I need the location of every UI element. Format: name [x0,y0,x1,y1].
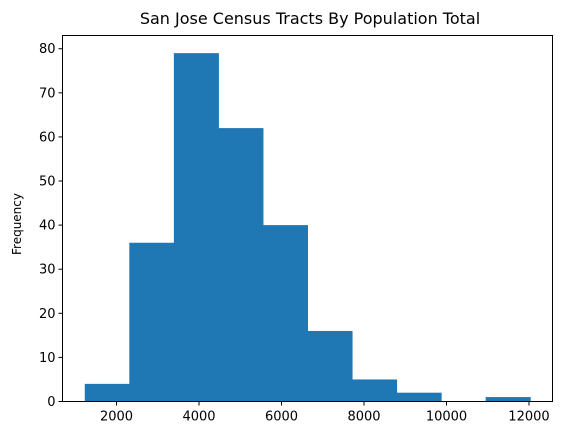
y-tick-label: 20 [39,307,56,322]
histogram-bar-1 [129,242,175,402]
x-tick-label: 2000 [100,410,133,425]
y-tick-label: 40 [39,219,56,234]
histogram-bar-0 [84,383,130,402]
histogram-bar-2 [173,53,219,402]
y-tick-label: 50 [39,175,56,190]
x-tick-label: 10000 [426,410,467,425]
plot-frame [62,35,553,402]
x-tick-label: 4000 [182,410,215,425]
histogram-bar-9 [485,397,531,402]
y-axis-title: Frequency [10,193,24,255]
y-axis-ticks: 0 10 20 30 40 50 60 70 80 [39,42,63,410]
bars-group [84,53,531,402]
x-tick-label: 12000 [508,410,549,425]
histogram-bar-7 [396,392,442,402]
x-axis-ticks: 2000 4000 6000 8000 10000 12000 [100,401,550,425]
x-tick-label: 6000 [265,410,298,425]
y-tick-label: 10 [39,351,56,366]
histogram-bar-6 [352,379,398,402]
y-tick-label: 30 [39,263,56,278]
x-tick-label: 8000 [347,410,380,425]
histogram-bar-4 [262,225,308,402]
histogram-bar-5 [307,330,353,402]
y-tick-label: 70 [39,86,56,101]
y-tick-label: 60 [39,130,56,145]
y-tick-label: 80 [39,42,56,57]
histogram-bar-3 [218,128,264,402]
chart-title: San Jose Census Tracts By Population Tot… [140,9,480,28]
y-tick-label: 0 [47,395,55,410]
